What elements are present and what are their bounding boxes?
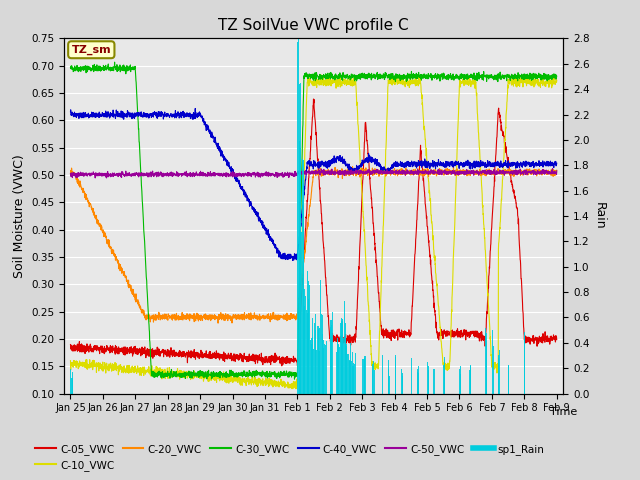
Text: TZ_sm: TZ_sm xyxy=(72,45,111,55)
Y-axis label: Rain: Rain xyxy=(593,202,606,230)
Title: TZ SoilVue VWC profile C: TZ SoilVue VWC profile C xyxy=(218,18,409,33)
Text: Time: Time xyxy=(550,407,577,417)
Y-axis label: Soil Moisture (VWC): Soil Moisture (VWC) xyxy=(13,154,26,278)
Legend: C-05_VWC, C-10_VWC, C-20_VWC, C-30_VWC, C-40_VWC, C-50_VWC, sp1_Rain: C-05_VWC, C-10_VWC, C-20_VWC, C-30_VWC, … xyxy=(31,439,549,475)
